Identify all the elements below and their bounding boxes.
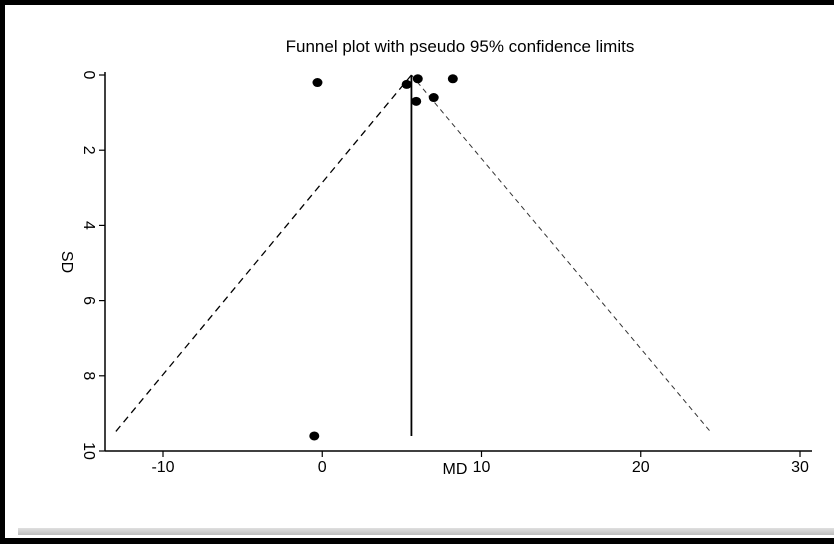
- x-tick-label: 0: [318, 459, 327, 476]
- data-points: [309, 74, 458, 441]
- x-tick-label: 20: [632, 459, 650, 476]
- y-tick-label: 6: [80, 296, 97, 305]
- right-confidence-limit: [411, 74, 712, 433]
- x-tick-label: -10: [151, 459, 174, 476]
- y-ticks: 0 2 4 6 8 10: [80, 71, 105, 460]
- left-confidence-limit: [114, 74, 412, 433]
- x-axis-title: MD: [443, 461, 468, 478]
- chart-title: Funnel plot with pseudo 95% confidence l…: [286, 37, 635, 56]
- x-tick-label: 30: [791, 459, 809, 476]
- x-ticks: -10 0 10 20 30: [151, 451, 809, 476]
- y-tick-label: 8: [80, 371, 97, 380]
- data-point: [412, 74, 423, 84]
- data-point: [309, 431, 320, 441]
- axes: [104, 72, 812, 452]
- confidence-limits: [114, 74, 712, 433]
- data-point: [411, 96, 422, 106]
- data-point: [428, 93, 439, 103]
- y-tick-label: 10: [80, 442, 97, 460]
- y-tick-label: 0: [80, 71, 97, 80]
- frame-shadow: [18, 528, 834, 535]
- y-tick-label: 2: [80, 146, 97, 155]
- data-point: [401, 79, 412, 89]
- data-point: [312, 78, 323, 88]
- y-tick-label: 4: [80, 221, 97, 230]
- y-axis-title: SD: [58, 251, 75, 273]
- data-point: [447, 74, 458, 84]
- x-tick-label: 10: [473, 459, 491, 476]
